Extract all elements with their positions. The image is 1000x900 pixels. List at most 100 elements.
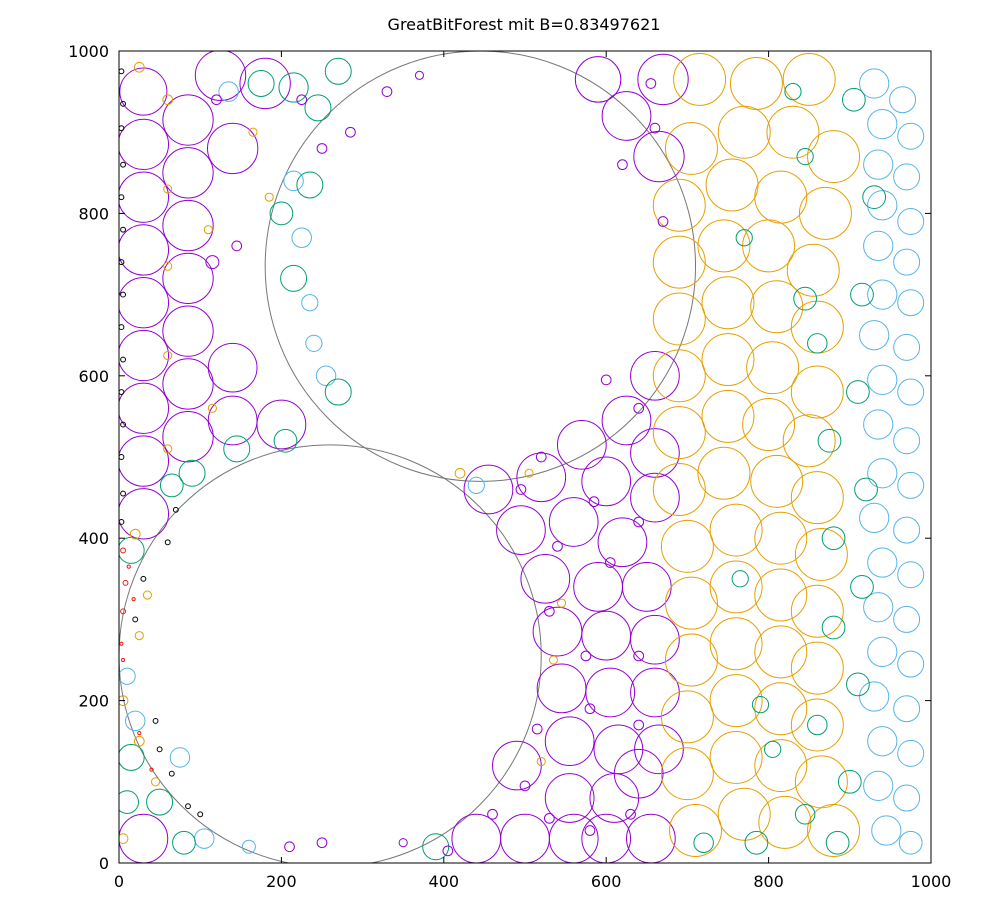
teal-circle [119,536,145,564]
purple-circle [451,813,502,863]
orange-circle [782,52,836,106]
cyan-circle [859,681,890,712]
orange-circle [701,389,755,443]
cyan-circle [898,830,923,855]
cyan-circle [125,710,146,732]
cyan-circle [863,230,894,262]
orange-circle [790,365,844,419]
purple-circle [162,358,214,410]
cyan-circle [889,86,917,114]
teal-circle [159,473,184,498]
small-purple-circle [584,825,596,836]
small-purple-circle [535,451,547,463]
tiny-black-circle [156,746,163,753]
small-purple-circle [442,845,454,857]
teal-circle [825,830,850,855]
purple-circle [207,122,259,175]
orange-circle [709,503,763,557]
orange-circle [705,158,759,212]
small-purple-circle [552,540,563,552]
teal-circle [784,82,802,101]
orange-circle [754,511,808,565]
tiny-red-circle [126,564,131,569]
teal-circle [278,72,309,103]
teal-circle [324,378,352,406]
tiny-black-circle [120,161,126,168]
cyan-circle [893,427,921,455]
teal-circle [693,832,714,853]
purple-circle [492,740,542,791]
cyan-circle [194,828,215,849]
teal-circle [796,147,814,166]
cyan-circle [859,68,890,99]
small-orange-circle [119,695,129,706]
orange-circle [750,454,804,508]
small-orange-circle [134,631,144,641]
orange-circle [709,674,763,728]
orange-circle [754,682,808,736]
cyan-circle [859,502,890,534]
purple-circle [162,94,214,146]
small-orange-circle [162,94,174,106]
orange-circle [782,414,836,468]
small-orange-circle [129,528,141,540]
purple-circle [601,91,652,141]
purple-circle [556,419,607,470]
tiny-red-circle [137,730,142,736]
teal-circle [793,286,818,311]
orange-circle [717,105,771,159]
purple-circle [207,395,258,446]
small-orange-circle [524,468,534,478]
orange-circle [664,576,718,630]
small-purple-circle [205,255,220,270]
small-orange-circle [163,444,173,454]
purple-circle [119,813,169,863]
orange-circle [754,170,808,224]
small-purple-circle [600,374,612,386]
small-purple-circle [645,78,657,89]
purple-circle [630,667,680,718]
orange-circle [673,52,727,106]
cyan-circle [291,227,312,248]
orange-circle [754,739,808,793]
purple-circle [162,305,214,357]
cyan-circle [305,334,323,352]
tiny-black-circle [120,356,126,363]
purple-circle [630,472,680,523]
small-purple-circle [580,650,592,662]
cyan-circle [897,122,925,150]
teal-circle [807,714,828,736]
purple-circle [119,435,170,487]
purple-circle [119,118,170,171]
cyan-circle [301,294,319,312]
teal-circle [850,575,874,599]
teal-circle [821,526,846,551]
teal-circle [841,87,866,112]
teal-circle [247,69,275,97]
small-purple-circle [633,650,645,662]
y-tick-label: 400 [78,529,109,548]
tiny-black-circle [119,68,125,75]
purple-circle [119,277,170,329]
cyan-circle [897,208,925,236]
orange-circle [709,617,763,671]
tiny-black-circle [119,194,125,201]
small-purple-circle [345,126,356,138]
x-tick-label: 800 [753,872,784,891]
small-purple-circle [231,240,243,252]
teal-circle [296,171,324,199]
purple-circle [256,399,307,450]
purple-circle [574,56,622,103]
orange-circle [652,292,706,346]
purple-circle [630,350,680,401]
small-purple-circle [543,605,555,617]
teal-circle [178,459,206,487]
tiny-black-circle [152,717,159,724]
small-purple-circle [617,159,628,171]
small-orange-circle [536,756,546,767]
small-purple-circle [657,216,669,227]
cyan-circle [867,726,898,757]
small-orange-circle [150,777,161,787]
tiny-black-circle [120,490,126,497]
purple-circle [544,773,595,823]
